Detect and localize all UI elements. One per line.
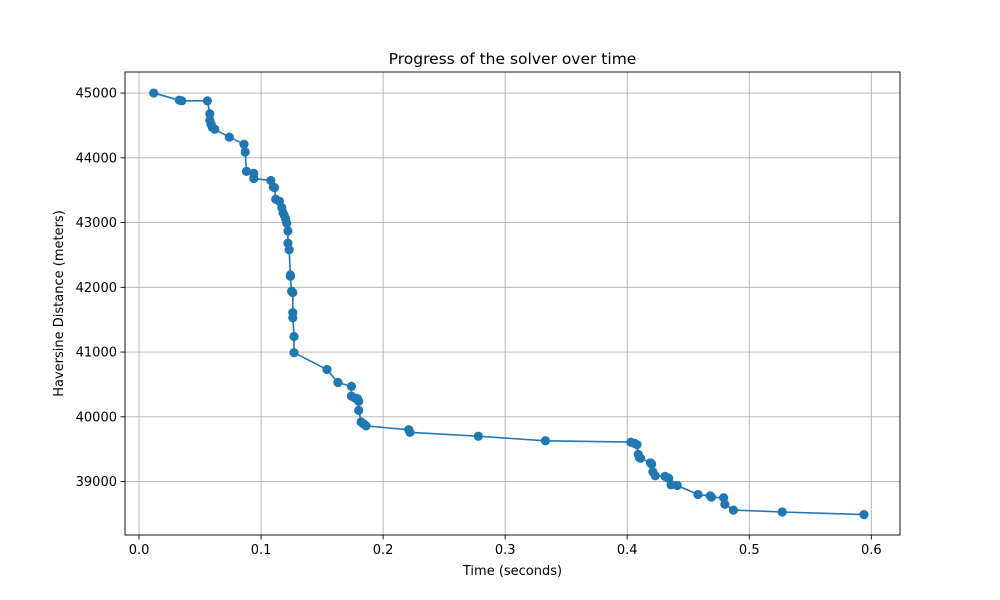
data-point-group — [149, 88, 869, 520]
data-point — [322, 364, 332, 375]
data-point — [647, 459, 657, 469]
data-point — [636, 453, 646, 463]
data-point — [249, 173, 259, 184]
y-tick-label: 43000 — [76, 216, 117, 231]
data-point — [289, 348, 299, 358]
y-tick-label: 44000 — [76, 151, 117, 166]
series-line — [153, 92, 865, 516]
y-tick-label: 39000 — [76, 475, 117, 490]
data-point — [346, 381, 356, 391]
x-tick-label: 0.6 — [861, 543, 882, 558]
data-point — [269, 182, 280, 193]
y-tick-label: 40000 — [76, 410, 117, 425]
data-point — [284, 245, 294, 255]
data-point — [333, 377, 343, 388]
x-tick-label: 0.2 — [373, 543, 394, 558]
data-point — [473, 431, 483, 441]
plot-frame — [124, 71, 901, 536]
y-axis-ticks: 39000 40000 41000 42000 43000 44000 45000 — [76, 87, 125, 490]
data-point — [239, 139, 249, 149]
data-point — [205, 109, 215, 119]
data-point — [672, 480, 682, 491]
data-point — [240, 147, 250, 157]
data-point — [149, 88, 159, 98]
data-point — [354, 405, 364, 415]
series-line-group — [153, 92, 865, 516]
data-point — [361, 421, 371, 431]
data-point — [632, 440, 642, 450]
x-tick-label: 0.4 — [617, 543, 638, 558]
data-point — [224, 132, 234, 142]
data-point — [210, 124, 220, 134]
x-tick-label: 0.3 — [495, 543, 516, 558]
data-point — [693, 489, 703, 500]
data-point — [285, 271, 295, 281]
y-tick-label: 42000 — [76, 281, 117, 296]
data-point — [728, 505, 739, 515]
data-point — [288, 313, 298, 323]
y-tick-label: 45000 — [76, 87, 117, 102]
data-point — [859, 510, 869, 520]
y-axis-label: Haversine Distance (meters) — [52, 210, 67, 397]
data-point — [288, 287, 298, 298]
data-point — [241, 166, 252, 176]
data-point — [706, 492, 717, 502]
x-axis-label: Time (seconds) — [462, 564, 562, 579]
x-tick-label: 0.5 — [739, 543, 760, 558]
data-point — [177, 96, 187, 106]
data-point — [405, 427, 415, 437]
data-point — [282, 218, 292, 228]
chart-title: Progress of the solver over time — [389, 50, 637, 68]
data-point — [540, 436, 551, 446]
data-point — [777, 507, 787, 517]
data-point — [720, 499, 730, 509]
data-point — [202, 96, 212, 106]
data-point — [354, 396, 364, 406]
x-axis-ticks: 0.0 0.1 0.2 0.3 0.4 0.5 0.6 — [129, 535, 882, 558]
data-point — [283, 226, 293, 236]
x-tick-label: 0.1 — [251, 543, 272, 558]
x-tick-label: 0.0 — [129, 543, 150, 558]
y-tick-label: 41000 — [76, 346, 117, 361]
grid-lines — [125, 72, 900, 535]
data-point — [289, 331, 299, 342]
data-point — [650, 471, 660, 481]
